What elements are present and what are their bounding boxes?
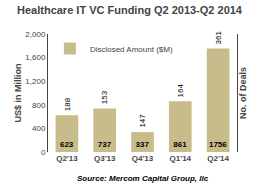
svg-text:Q3'13: Q3'13 [94,154,116,163]
svg-text:Q4'13: Q4'13 [132,154,154,163]
svg-text:400: 400 [32,124,46,133]
svg-text:Healthcare IT VC Funding Q2 20: Healthcare IT VC Funding Q2 2013-Q2 2014 [17,4,243,16]
svg-text:1,600: 1,600 [25,53,46,62]
svg-text:1,200: 1,200 [25,77,46,86]
svg-text:1756: 1756 [209,140,227,149]
svg-text:2,000: 2,000 [25,30,46,39]
svg-text:Q1'14: Q1'14 [170,154,192,163]
svg-text:337: 337 [136,140,150,149]
svg-text:623: 623 [60,140,74,149]
svg-text:0: 0 [41,148,46,157]
svg-text:153: 153 [100,90,109,104]
svg-text:Q2'14: Q2'14 [207,154,229,163]
svg-text:361: 361 [214,31,223,45]
svg-text:188: 188 [63,97,72,111]
svg-text:800: 800 [32,101,46,110]
svg-text:Source: Mercom Capital Group,: Source: Mercom Capital Group, llc [77,174,209,183]
svg-text:861: 861 [173,140,187,149]
svg-text:Disclosed Amount ($M): Disclosed Amount ($M) [90,45,173,54]
svg-text:164: 164 [176,84,185,98]
svg-text:No. of Deals: No. of Deals [238,67,248,119]
svg-text:147: 147 [138,114,147,128]
svg-text:US$ in Million: US$ in Million [13,63,23,122]
svg-text:737: 737 [98,140,112,149]
svg-text:Q2'13: Q2'13 [56,154,78,163]
